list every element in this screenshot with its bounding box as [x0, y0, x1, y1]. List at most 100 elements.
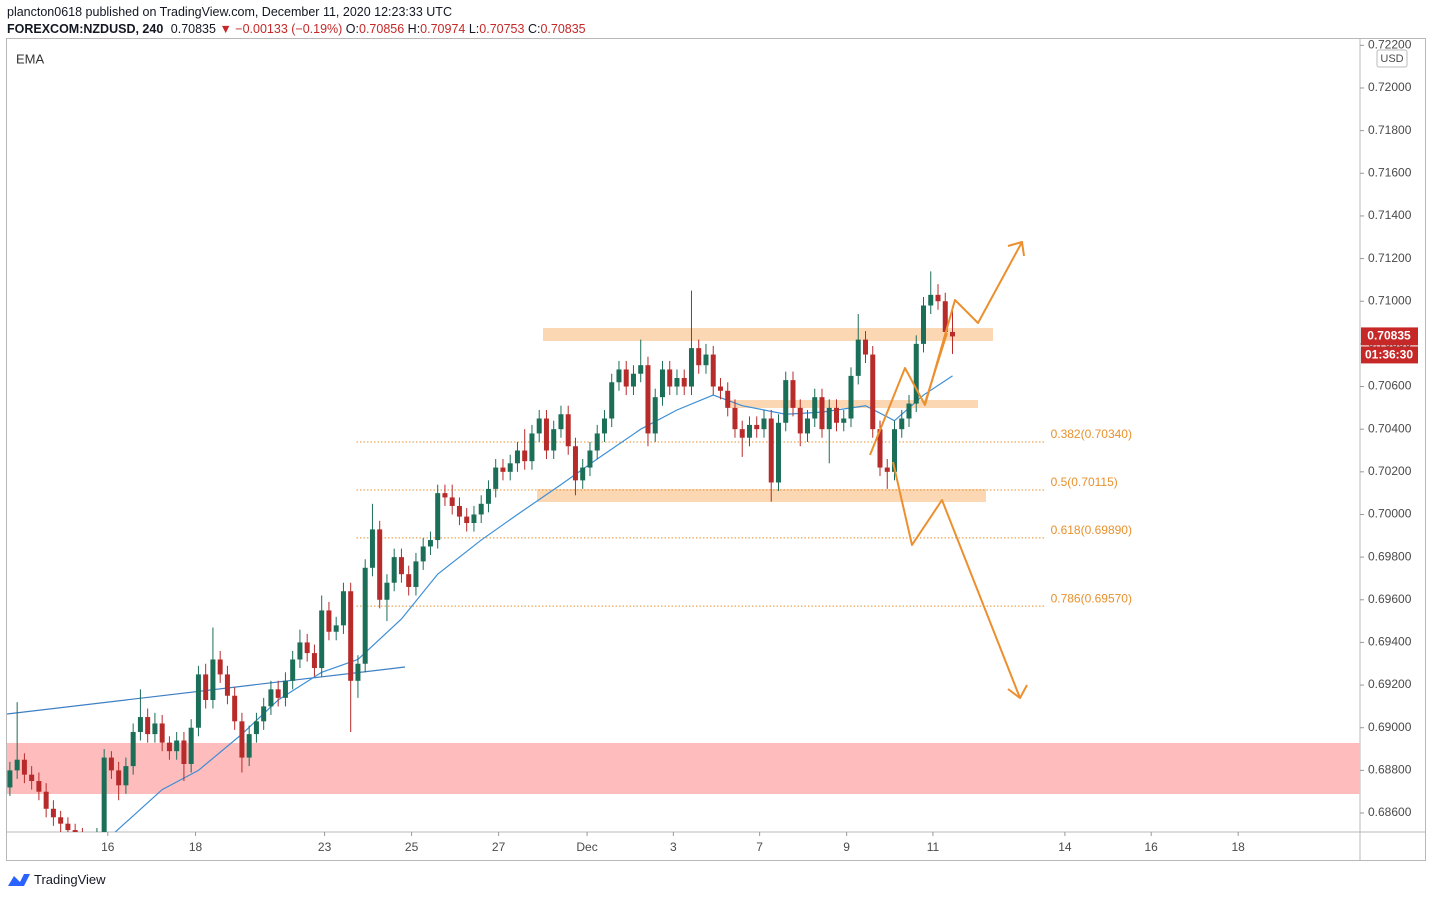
candle-body — [790, 380, 796, 408]
candle-body — [703, 354, 709, 366]
candle-body — [406, 574, 412, 587]
projection-arrows — [869, 241, 1028, 699]
candle-body — [50, 808, 56, 818]
candle-body — [464, 516, 470, 524]
candle-body — [456, 505, 462, 517]
y-tick-label: 0.68800 — [1368, 763, 1412, 777]
candle-body — [130, 731, 136, 767]
arrow-head — [1007, 684, 1028, 699]
candle-body — [514, 450, 520, 464]
candle-body — [449, 497, 455, 506]
y-tick-label: 0.70000 — [1368, 507, 1412, 521]
candles — [7, 271, 956, 845]
candle-body — [551, 429, 557, 451]
candle-body — [290, 659, 296, 681]
candle-body — [536, 418, 542, 434]
candle-body — [369, 529, 375, 568]
y-tick-label: 0.70400 — [1368, 421, 1412, 435]
x-tick-label: 23 — [318, 840, 332, 854]
candle-body — [630, 373, 636, 387]
candle-body — [841, 418, 847, 423]
candle-body — [732, 407, 738, 430]
candle-body — [601, 418, 607, 434]
y-tick-label: 0.71000 — [1368, 293, 1412, 307]
candle-body — [58, 817, 64, 824]
candle-body — [203, 674, 209, 700]
candle-body — [580, 467, 586, 481]
x-tick-label: 16 — [101, 840, 115, 854]
candle-body — [94, 836, 99, 845]
candle-body — [253, 721, 259, 735]
candle-body — [833, 407, 839, 423]
y-tick-label: 0.70200 — [1368, 464, 1412, 478]
candle-body — [725, 390, 731, 408]
y-tick-label: 0.68600 — [1368, 805, 1412, 819]
currency: USD — [1380, 53, 1403, 65]
fib-label: 0.786(0.69570) — [1051, 591, 1132, 605]
candle-body — [210, 659, 216, 700]
candle-body — [195, 674, 201, 728]
currency-box — [1376, 49, 1408, 68]
candle-body — [862, 339, 868, 355]
ohlc-c-label: C: — [527, 22, 541, 36]
candle-body — [391, 557, 397, 583]
candle-body — [587, 450, 593, 468]
y-tick-label: 0.70600 — [1368, 379, 1412, 393]
candle-body — [319, 610, 325, 669]
candle-body — [217, 659, 223, 675]
candle-body — [710, 354, 716, 387]
candle-body — [471, 514, 477, 524]
candle-body — [36, 781, 42, 792]
brand: TradingView — [34, 872, 106, 887]
y-tick-label: 0.71600 — [1368, 165, 1412, 179]
candle-body — [522, 450, 528, 462]
candle-body — [848, 375, 854, 419]
candle-body — [906, 403, 912, 419]
y-tick-label: 0.71200 — [1368, 251, 1412, 265]
candle-body — [572, 446, 578, 481]
candle-body — [667, 369, 673, 387]
candle-body — [543, 418, 549, 451]
candle-body — [891, 429, 897, 472]
candle-body — [232, 695, 238, 722]
candle-body — [152, 723, 158, 735]
bearish-path — [892, 461, 1021, 699]
y-tick-label: 0.69600 — [1368, 592, 1412, 606]
candle-body — [485, 488, 491, 504]
candle-body — [899, 418, 905, 430]
bullish-path — [869, 241, 1023, 456]
candle-body — [783, 380, 789, 423]
candle-body — [377, 529, 383, 600]
candle-body — [384, 582, 390, 600]
candle-body — [935, 294, 941, 302]
fib-levels — [356, 441, 1045, 607]
candle-body — [797, 407, 803, 434]
candle-body — [166, 742, 172, 752]
logo-mark — [8, 874, 30, 886]
last-price: 0.70835 — [1367, 329, 1411, 343]
candle-body — [116, 770, 122, 786]
candle-body — [681, 377, 687, 387]
candle-body — [224, 674, 230, 696]
candle-body — [754, 424, 760, 430]
y-tick-label: 0.72000 — [1368, 80, 1412, 94]
candle-body — [638, 365, 644, 374]
fib-label: 0.5(0.70115) — [1051, 475, 1118, 489]
candle-body — [645, 365, 651, 434]
candle-body — [674, 377, 680, 387]
pullback-path — [924, 332, 948, 404]
candle-body — [717, 386, 723, 391]
candle-body — [275, 689, 281, 698]
candle-body — [239, 721, 245, 758]
arrow-head — [1007, 241, 1025, 257]
candle-body — [652, 397, 658, 434]
last: 0.70835 — [170, 22, 216, 36]
candle-body — [609, 382, 615, 419]
change: ▼ −0.00133 (−0.19%) — [219, 22, 343, 36]
candle-body — [174, 740, 180, 752]
candle-body — [181, 740, 187, 764]
frame — [6, 38, 1426, 861]
x-tick-label: 11 — [927, 840, 940, 854]
y-tick-label: 0.69800 — [1368, 549, 1412, 563]
